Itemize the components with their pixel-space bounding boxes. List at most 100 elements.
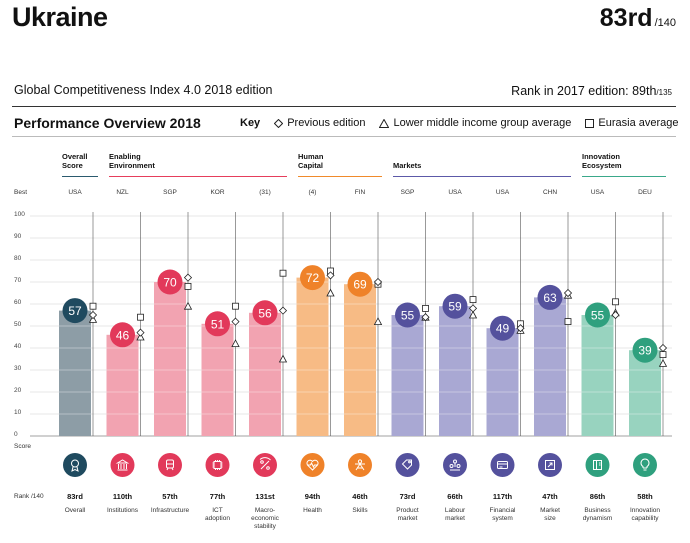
train-icon-glyph [166, 459, 174, 471]
business-icon [585, 453, 610, 477]
score-label: 70 [163, 276, 177, 290]
eurasia-marker [279, 269, 287, 277]
score-label: 63 [543, 291, 557, 305]
score-circle [395, 302, 420, 328]
benchmark-label: KOR [210, 189, 225, 196]
pillar-name-line: market [397, 515, 418, 522]
score-circle [537, 284, 563, 310]
previous-marker [563, 288, 573, 298]
pillar-name-line: Skills [352, 507, 368, 514]
group-markets-heading: Markets [393, 161, 422, 170]
pillar-rank: 47th [542, 492, 558, 501]
score-circle [490, 315, 515, 341]
legend: Key Previous edition Lower middle income… [240, 117, 689, 129]
institution-icon [110, 453, 135, 477]
score-label: 46 [116, 328, 130, 342]
pillar-name-line: Product [396, 507, 419, 514]
score-label: 55 [591, 309, 605, 323]
pillar-name-line: Macro- [254, 507, 276, 514]
benchmark-label: (31) [259, 189, 271, 196]
legend-region-label: Eurasia average [598, 117, 679, 129]
y-tick-label: 80 [14, 255, 22, 262]
medal-icon [63, 453, 87, 477]
institution-icon-glyph [115, 459, 130, 471]
pillar-name-line: adoption [205, 515, 230, 522]
score-bar [534, 297, 566, 436]
pillar-name: Labour market [431, 507, 479, 523]
eurasia-marker [422, 304, 429, 312]
eurasia-marker [137, 313, 144, 321]
previous-marker [516, 324, 525, 333]
pillar-rank: 77th [209, 492, 226, 501]
y-tick-label: 40 [14, 343, 22, 350]
pillar-name-line: economic [251, 515, 279, 522]
benchmark-label: SGP [400, 189, 415, 196]
tag-icon-glyph [401, 459, 412, 470]
score-label: 49 [496, 322, 510, 336]
score-bar [581, 315, 614, 436]
expand-icon-glyph [545, 460, 555, 470]
pillar-name: Health [289, 507, 337, 515]
score-label: 72 [306, 271, 320, 285]
eurasia-marker [564, 318, 572, 326]
previous-marker [421, 313, 430, 322]
score-label: 39 [638, 344, 652, 358]
pillar-name-line: Financial [489, 507, 516, 514]
y-tick-label: 20 [14, 387, 22, 394]
pillar-name: Infrastructure [146, 507, 194, 515]
pillar-name: Overall [51, 507, 99, 515]
score-circle [442, 293, 468, 319]
previous-marker [88, 310, 98, 320]
benchmark-label: NZL [116, 189, 129, 196]
benchmark-label: (4) [308, 189, 317, 196]
pillar-name-line: ICT [212, 507, 223, 514]
pillar-name-line: system [492, 515, 513, 522]
legend-income-label: Lower middle income group average [393, 117, 572, 129]
rank-label: Rank /140 [14, 493, 44, 500]
person-icon [348, 453, 372, 477]
pillar-name: Skills [336, 507, 384, 515]
chip-icon-glyph [212, 460, 223, 470]
group-innovation-line [582, 176, 666, 177]
pillar-name-line: market [445, 515, 465, 522]
eurasia-marker [612, 298, 619, 306]
tag-icon [395, 453, 420, 477]
pillar-name-line: capability [631, 515, 659, 522]
income-marker [231, 339, 240, 348]
rank-2017-of: /135 [656, 88, 672, 97]
heart-pulse-icon-glyph [306, 459, 319, 471]
benchmark-label: FIN [354, 189, 366, 196]
previous-marker [183, 273, 193, 282]
score-circle [347, 271, 373, 297]
train-icon [158, 453, 182, 477]
score-bar [486, 328, 519, 436]
group-markets-line [393, 176, 571, 177]
y-tick-label: 10 [14, 409, 22, 416]
overall-rank: 83rd/140 [600, 4, 676, 33]
pillar-name-line: Business [584, 507, 611, 514]
score-bar [629, 350, 661, 436]
score-bar [439, 306, 471, 436]
benchmark-label: USA [68, 189, 82, 196]
score-label: Score [14, 443, 31, 450]
score-bar [201, 323, 234, 436]
percent-icon-glyph [259, 457, 271, 470]
person-icon-glyph [355, 459, 365, 471]
divider [12, 136, 676, 137]
pillar-rank: 73rd [399, 492, 416, 501]
diamond-icon [274, 118, 284, 128]
rank-2017: Rank in 2017 edition: 89th/135 [511, 84, 672, 98]
pillar-rank: 83rd [67, 492, 83, 501]
score-circle [157, 269, 183, 295]
group-human-heading: Human Capital [298, 152, 324, 170]
pillar-name: Innovation capability [621, 507, 669, 523]
pillar-rank: 66th [447, 492, 463, 501]
eurasia-marker [659, 351, 667, 359]
pillar-rank: 46th [352, 492, 368, 501]
legend-previous-label: Previous edition [287, 117, 366, 129]
income-marker [326, 288, 335, 297]
previous-marker [231, 317, 240, 326]
score-bar [106, 334, 139, 436]
group-enabling-heading: Enabling Environment [109, 152, 155, 170]
